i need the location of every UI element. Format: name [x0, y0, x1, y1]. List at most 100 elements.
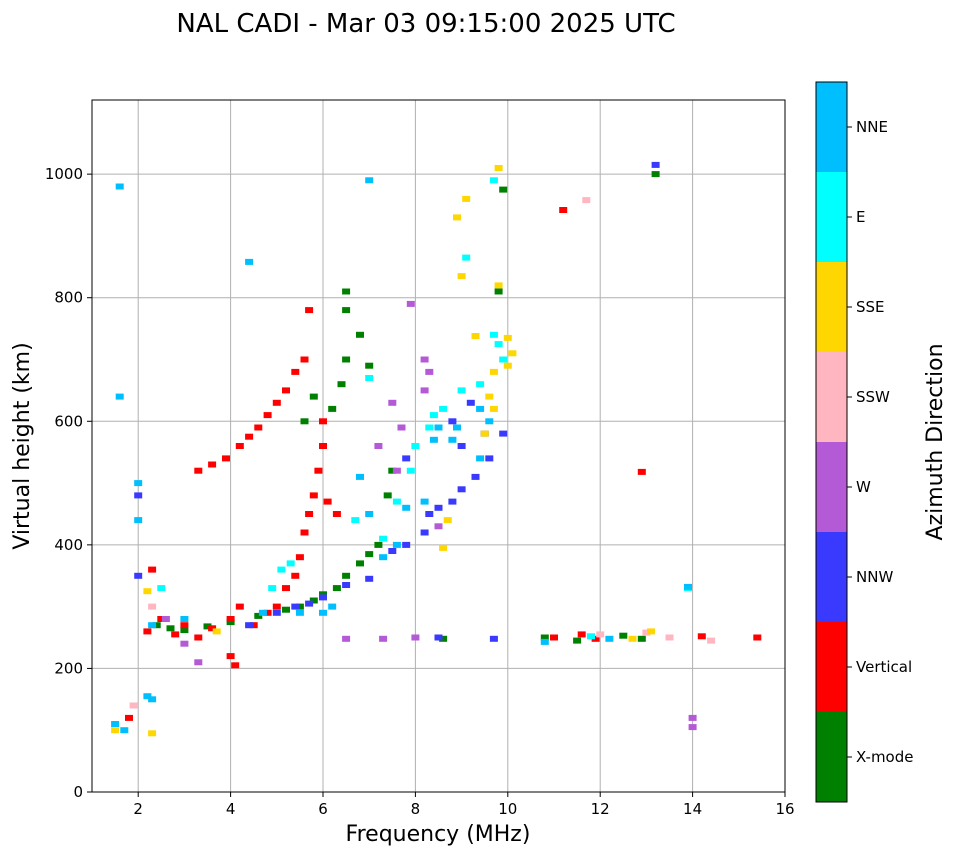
point-x-mode: [337, 381, 346, 388]
point-e: [392, 498, 401, 505]
point-sse: [457, 273, 466, 280]
point-vertical: [226, 616, 235, 622]
point-w: [397, 424, 406, 431]
point-vertical: [254, 424, 263, 431]
point-nne: [453, 424, 461, 431]
point-nnw: [342, 582, 351, 588]
y-tick-label: 200: [54, 659, 83, 677]
colorbar-segment-x-mode: [816, 712, 847, 802]
point-nnw: [651, 161, 660, 168]
point-x-mode: [439, 635, 448, 642]
point-e: [494, 341, 503, 348]
point-x-mode: [342, 356, 351, 363]
point-x-mode: [203, 623, 212, 630]
point-e: [425, 424, 434, 431]
colorbar-frame: [815, 81, 848, 803]
point-e: [277, 566, 286, 573]
chart-title: NAL CADI - Mar 03 09:15:00 2025 UTC: [176, 9, 675, 39]
point-x-mode: [356, 331, 364, 338]
colorbar-label: X-mode: [856, 748, 913, 766]
point-w: [161, 616, 170, 622]
point-x-mode: [342, 307, 351, 314]
x-tick-label: 10: [498, 800, 517, 818]
x-tick-label: 8: [411, 800, 421, 818]
point-nne: [402, 504, 411, 511]
point-x-mode: [365, 551, 374, 558]
point-sse: [489, 368, 498, 375]
point-nne: [245, 258, 254, 265]
point-vertical: [226, 653, 235, 660]
point-nnw: [457, 486, 466, 493]
point-x-mode: [356, 560, 364, 567]
point-nnw: [420, 529, 429, 536]
point-sse: [462, 195, 471, 202]
point-vertical: [319, 443, 327, 449]
x-tick-label: 14: [683, 800, 702, 818]
point-nnw: [245, 622, 254, 629]
point-vertical: [309, 492, 318, 499]
point-nnw: [319, 594, 327, 601]
point-vertical: [300, 356, 309, 363]
point-x-mode: [180, 627, 189, 634]
colorbar-label: W: [856, 478, 871, 496]
point-nnw: [134, 572, 143, 579]
colorbar-label: E: [856, 208, 865, 226]
point-vertical: [282, 585, 290, 592]
point-vertical: [577, 631, 586, 638]
point-vertical: [332, 511, 341, 517]
point-nnw: [448, 418, 457, 425]
point-sse: [503, 334, 512, 341]
colorbar-segment-w: [816, 442, 847, 532]
point-nnw: [434, 504, 443, 511]
point-x-mode: [499, 186, 508, 193]
point-w: [411, 634, 420, 641]
point-e: [489, 331, 498, 338]
colorbar-segment-ssw: [816, 352, 847, 442]
point-nnw: [457, 443, 466, 449]
point-x-mode: [388, 467, 397, 474]
point-nnw: [471, 473, 480, 480]
point-vertical: [180, 622, 189, 629]
colorbar-segment-sse: [816, 262, 847, 352]
point-nne: [365, 177, 374, 184]
point-x-mode: [374, 541, 383, 548]
point-nne: [379, 554, 388, 561]
point-e: [499, 356, 508, 363]
point-w: [420, 387, 429, 394]
point-sse: [494, 165, 503, 171]
colorbar-label: Vertical: [856, 658, 912, 676]
y-tick-label: 1000: [45, 165, 83, 183]
point-ssw: [642, 629, 651, 636]
point-vertical: [314, 467, 323, 474]
point-sse: [453, 214, 461, 221]
point-vertical: [305, 307, 314, 314]
point-vertical: [194, 634, 203, 641]
point-vertical: [171, 631, 180, 638]
point-nne: [356, 473, 364, 480]
point-e: [379, 535, 388, 542]
point-sse: [647, 628, 655, 635]
point-x-mode: [494, 288, 503, 295]
point-nne: [319, 609, 327, 616]
point-x-mode: [319, 591, 327, 598]
point-sse: [148, 730, 157, 737]
point-w: [180, 640, 189, 647]
point-w: [420, 356, 429, 363]
colorbar: X-mode Vertical NNW W SSW SSE E NNE: [816, 82, 913, 802]
point-x-mode: [309, 597, 318, 604]
point-vertical: [222, 455, 230, 462]
point-ssw: [596, 631, 605, 638]
point-nne: [476, 455, 485, 462]
point-ssw: [582, 197, 591, 204]
point-vertical: [272, 399, 281, 406]
point-vertical: [319, 418, 327, 425]
point-sse: [439, 544, 448, 551]
point-nne: [148, 696, 157, 703]
colorbar-label: SSW: [856, 388, 890, 406]
point-sse: [480, 430, 489, 437]
point-x-mode: [383, 492, 392, 499]
point-nne: [540, 638, 549, 645]
point-sse: [443, 517, 452, 524]
point-e: [365, 375, 374, 381]
point-nnw: [448, 498, 457, 505]
